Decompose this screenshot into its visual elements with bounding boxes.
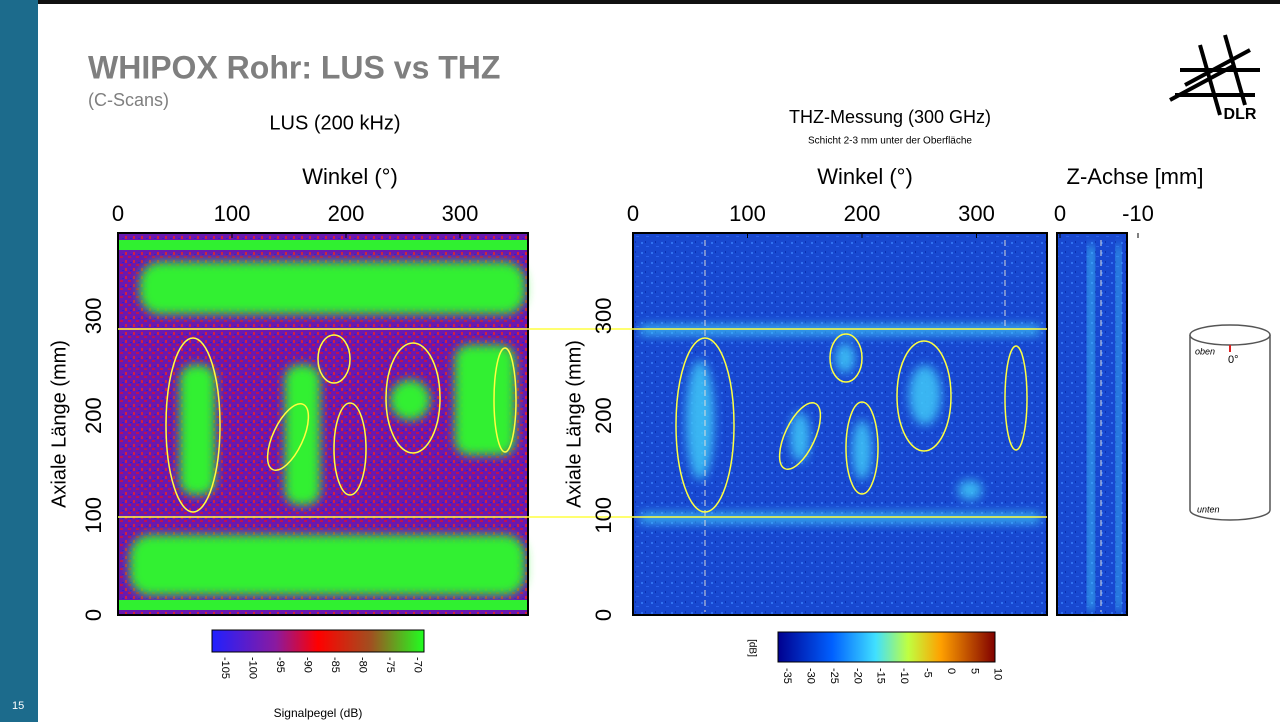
y-tick-label: 300 (591, 298, 616, 335)
thz-colorbar (777, 631, 996, 663)
thz-x-label: Winkel (°) (817, 164, 913, 189)
logo-text: DLR (1224, 106, 1257, 123)
z-heatmap (1056, 232, 1128, 616)
colorbar-tick-label: -70 (412, 657, 424, 673)
thz-subtitle: Schicht 2-3 mm unter der Oberfläche (808, 136, 972, 147)
x-tick-label: 100 (729, 201, 766, 226)
thz-title: THZ-Messung (300 GHz) (789, 107, 991, 127)
cylinder-bottom: unten (1197, 504, 1220, 514)
colorbar-tick-label: -90 (302, 657, 314, 673)
slide-title: WHIPOX Rohr: LUS vs THZ (88, 49, 500, 85)
yellow-lines (118, 328, 1047, 518)
colorbar-tick-label: -95 (274, 657, 286, 673)
x-tick-label: 200 (844, 201, 881, 226)
colorbar-tick-label: -100 (247, 657, 259, 679)
thz-ellipses (675, 333, 1028, 513)
x-tick-label: 0 (627, 201, 639, 226)
colorbar-tick-label: 10 (992, 668, 1004, 680)
y-tick-label: 300 (81, 298, 106, 335)
colorbar-tick-label: -85 (329, 657, 341, 673)
cylinder-top: oben (1195, 346, 1215, 356)
x-tick-label: -10 (1122, 201, 1154, 226)
colorbar-tick-label: -20 (851, 668, 863, 684)
lus-x-label: Winkel (°) (302, 164, 398, 189)
dlr-logo (1169, 34, 1260, 116)
x-tick-label: 0 (112, 201, 124, 226)
colorbar-tick-label: -35 (781, 668, 793, 684)
colorbar-tick-label: -105 (219, 657, 231, 679)
colorbar-tick-label: -10 (898, 668, 910, 684)
lus-y-label: Axiale Länge (mm) (48, 340, 70, 508)
colorbar-tick-label: -80 (357, 657, 369, 673)
x-tick-label: 200 (328, 201, 365, 226)
colorbar-tick-label: -30 (804, 668, 816, 684)
colorbar-tick-label: -15 (875, 668, 887, 684)
y-tick-label: 0 (591, 609, 616, 621)
thz-y-label: Axiale Länge (mm) (563, 340, 585, 508)
x-tick-label: 0 (1054, 201, 1066, 226)
y-tick-label: 200 (81, 397, 106, 434)
lus-heatmap (117, 232, 529, 616)
colorbar-tick-label: -25 (828, 668, 840, 684)
colorbar-tick-label: 0 (945, 668, 957, 674)
y-tick-label: 100 (591, 497, 616, 534)
thz-heatmap (632, 232, 1048, 616)
x-tick-label: 100 (214, 201, 251, 226)
y-tick-label: 0 (81, 609, 106, 621)
colorbar-tick-label: -75 (384, 657, 396, 673)
colorbar-tick-label: -5 (921, 668, 933, 678)
y-tick-label: 200 (591, 397, 616, 434)
x-tick-label: 300 (958, 201, 995, 226)
sidebar (0, 0, 38, 722)
lus-title: LUS (200 kHz) (269, 112, 400, 134)
x-tick-label: 300 (442, 201, 479, 226)
y-tick-label: 100 (81, 497, 106, 534)
top-border (0, 0, 1280, 4)
lus-ellipses (165, 334, 517, 513)
slide-subtitle: (C-Scans) (88, 90, 169, 110)
cylinder-angle: 0° (1228, 354, 1239, 366)
z-axis-label: Z-Achse [mm] (1067, 164, 1204, 189)
colorbar-tick-label: 5 (968, 668, 980, 674)
cylinder-diagram (1189, 324, 1271, 521)
lus-colorbar-label: Signalpegel (dB) (274, 706, 363, 720)
lus-colorbar (211, 629, 425, 653)
thz-colorbar-unit: [dB] (746, 639, 757, 657)
page-number: 15 (12, 700, 24, 712)
